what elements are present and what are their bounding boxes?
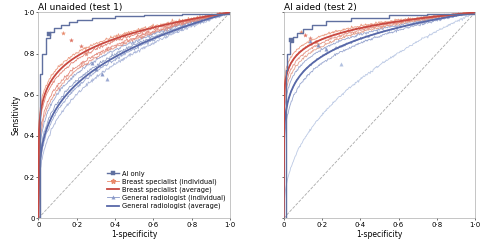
X-axis label: 1-specificity: 1-specificity: [111, 230, 157, 240]
Text: AI unaided (test 1): AI unaided (test 1): [38, 3, 123, 12]
Text: AI aided (test 2): AI aided (test 2): [284, 3, 356, 12]
Y-axis label: Sensitivity: Sensitivity: [12, 95, 21, 135]
X-axis label: 1-specificity: 1-specificity: [356, 230, 403, 240]
Legend: AI only, Breast specialist (individual), Breast specialist (average), General ra: AI only, Breast specialist (individual),…: [106, 169, 227, 211]
